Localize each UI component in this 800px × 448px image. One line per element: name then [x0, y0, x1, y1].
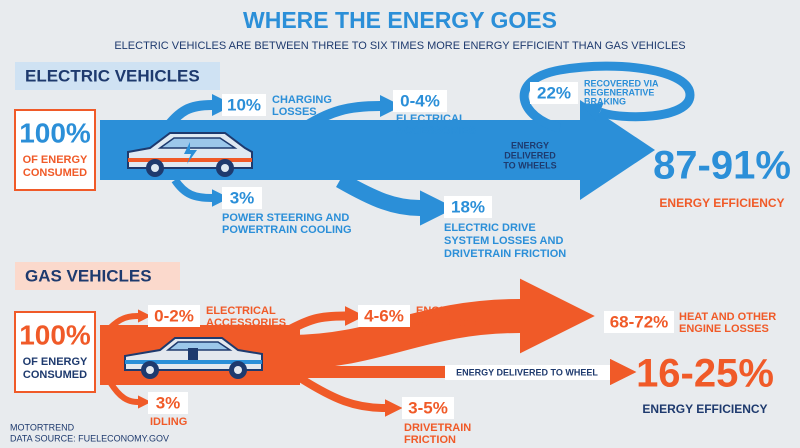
flow-label: DRIVETRAIN FRICTION [444, 248, 566, 260]
input-value: 100% [19, 319, 91, 350]
flow-label: SYSTEM LOSSES AND [444, 235, 563, 247]
result-value: 87-91% [653, 144, 791, 188]
value-box [530, 82, 578, 104]
input-label: CONSUMED [23, 167, 87, 179]
section-heading-box [15, 262, 180, 290]
flow-label: ELECTRICAL [396, 113, 466, 125]
subtitle: ELECTRIC VEHICLES ARE BETWEEN THREE TO S… [114, 40, 685, 52]
regen-loop [519, 61, 695, 133]
source: DATA SOURCE: FUELECONOMY.GOV [10, 433, 169, 443]
flow-label: HEAT AND OTHER [679, 311, 776, 323]
flow-label: ENGINE [416, 305, 458, 317]
value-box [402, 397, 454, 419]
flow-label: BRAKING [584, 96, 626, 106]
value-box [148, 392, 188, 414]
gas-car-icon [124, 337, 263, 379]
section-heading-box [15, 62, 220, 90]
flow-label: DRIVETRAIN [404, 422, 471, 434]
flow-label: ACCESSORIES [396, 125, 476, 137]
result-label: ENERGY EFFICIENCY [659, 196, 784, 210]
flow-label: ELECTRIC DRIVE [444, 222, 536, 234]
delivered-label: DELIVERED [504, 150, 556, 160]
flow-value: 3% [156, 393, 181, 412]
flow-label: FRICTION [404, 434, 456, 446]
input-value: 100% [19, 117, 91, 148]
delivered-box [445, 365, 610, 380]
input-label: OF ENERGY [23, 154, 88, 166]
flow-label: ENGINE LOSSES [679, 323, 769, 335]
flow-arrow [171, 177, 230, 207]
flow-value: 10% [227, 95, 261, 114]
flow-label: POWER STEERING AND [222, 212, 349, 224]
flow-label: CHARGING [272, 94, 332, 106]
flow-value: 4-6% [364, 306, 404, 325]
input-box [14, 311, 96, 393]
flow-value: 18% [451, 197, 485, 216]
value-box [393, 90, 447, 112]
flow-arrow [297, 374, 403, 417]
flow-value: 22% [537, 83, 571, 102]
ev-car-icon [127, 132, 253, 177]
flow-value: 3-5% [408, 398, 448, 417]
flow-label: POWERTRAIN COOLING [222, 224, 352, 236]
flow-arrow [289, 278, 595, 369]
flow-label: RECOVERED VIA [584, 78, 659, 88]
credit: MOTORTREND [10, 422, 75, 432]
delivered-label: ENERGY [511, 140, 549, 150]
flow-value: 3% [230, 188, 255, 207]
flow-label: LOSSES [272, 106, 317, 118]
section-heading: ELECTRIC VEHICLES [25, 66, 200, 85]
value-box [604, 311, 674, 333]
flow-value: 0-4% [400, 91, 440, 110]
delivered-label: TO WHEELS [503, 160, 556, 170]
value-box [222, 187, 262, 209]
flow-value: 68-72% [610, 312, 669, 331]
value-box [444, 196, 492, 218]
flow-label: ELECTRICAL [206, 305, 276, 317]
flow-value: 0-2% [154, 306, 194, 325]
section-heading: GAS VEHICLES [25, 266, 152, 285]
flow-label: IDLING [150, 416, 187, 428]
delivered-label: ENERGY DELIVERED TO WHEEL [456, 367, 598, 377]
value-box [358, 305, 410, 327]
main-flow [100, 100, 655, 200]
flow-arrow [336, 173, 456, 226]
result-label: ENERGY EFFICIENCY [642, 402, 767, 416]
flow-label: REGENERATIVE [584, 87, 654, 97]
input-label: OF ENERGY [23, 356, 88, 368]
result-value: 16-25% [636, 352, 774, 396]
value-box [222, 94, 266, 116]
input-box [14, 109, 96, 191]
flow-arrow [107, 380, 152, 409]
flow-label: ACCESSORIES [416, 317, 496, 329]
input-label: CONSUMED [23, 369, 87, 381]
value-box [148, 305, 200, 327]
flow-label: ACCESSORIES [206, 317, 286, 329]
title: WHERE THE ENERGY GOES [243, 7, 557, 33]
